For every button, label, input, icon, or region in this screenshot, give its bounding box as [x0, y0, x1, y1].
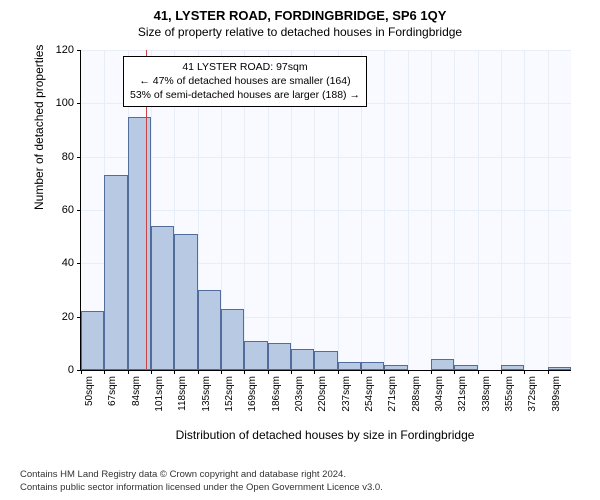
- histogram-bar: [128, 117, 151, 370]
- histogram-bar: [174, 234, 197, 370]
- xtick-mark: [151, 370, 152, 374]
- histogram-bar: [501, 365, 524, 370]
- xtick-mark: [361, 370, 362, 374]
- histogram-bar: [151, 226, 174, 370]
- info-line-3: 53% of semi-detached houses are larger (…: [130, 88, 360, 102]
- xtick-label: 304sqm: [434, 376, 445, 412]
- gridline-v: [431, 50, 432, 370]
- ytick-mark: [77, 263, 81, 264]
- ytick-label: 100: [44, 97, 74, 109]
- chart-container: 41, LYSTER ROAD, FORDINGBRIDGE, SP6 1QY …: [0, 0, 600, 500]
- ytick-mark: [77, 157, 81, 158]
- ytick-label: 120: [44, 44, 74, 56]
- chart-title-sub: Size of property relative to detached ho…: [0, 23, 600, 39]
- xtick-mark: [198, 370, 199, 374]
- xtick-label: 186sqm: [271, 376, 282, 412]
- xtick-mark: [454, 370, 455, 374]
- xtick-mark: [104, 370, 105, 374]
- gridline-h: [81, 157, 571, 158]
- xtick-mark: [338, 370, 339, 374]
- xtick-mark: [478, 370, 479, 374]
- xtick-mark: [268, 370, 269, 374]
- histogram-bar: [244, 341, 267, 370]
- histogram-bar: [268, 343, 291, 370]
- gridline-v: [548, 50, 549, 370]
- gridline-v: [384, 50, 385, 370]
- xtick-label: 101sqm: [154, 376, 165, 412]
- footer-attribution: Contains HM Land Registry data © Crown c…: [20, 469, 383, 494]
- info-line-1: 41 LYSTER ROAD: 97sqm: [130, 60, 360, 74]
- gridline-h: [81, 50, 571, 51]
- ytick-mark: [77, 103, 81, 104]
- xtick-label: 169sqm: [247, 376, 258, 412]
- footer-line-1: Contains HM Land Registry data © Crown c…: [20, 469, 383, 481]
- xtick-mark: [524, 370, 525, 374]
- xtick-mark: [81, 370, 82, 374]
- histogram-bar: [338, 362, 361, 370]
- y-axis-label: Number of detached properties: [32, 45, 46, 210]
- xtick-label: 237sqm: [341, 376, 352, 412]
- xtick-label: 152sqm: [224, 376, 235, 412]
- xtick-label: 288sqm: [411, 376, 422, 412]
- xtick-mark: [408, 370, 409, 374]
- gridline-h: [81, 210, 571, 211]
- gridline-v: [454, 50, 455, 370]
- histogram-bar: [314, 351, 337, 370]
- histogram-bar: [384, 365, 407, 370]
- histogram-bar: [431, 359, 454, 370]
- ytick-label: 60: [44, 204, 74, 216]
- chart-area: Number of detached properties 41 LYSTER …: [50, 50, 570, 400]
- plot-area: 41 LYSTER ROAD: 97sqm ← 47% of detached …: [80, 50, 571, 371]
- histogram-bar: [361, 362, 384, 370]
- xtick-label: 355sqm: [504, 376, 515, 412]
- xtick-label: 389sqm: [551, 376, 562, 412]
- xtick-mark: [221, 370, 222, 374]
- xtick-label: 321sqm: [457, 376, 468, 412]
- xtick-label: 135sqm: [201, 376, 212, 412]
- gridline-v: [524, 50, 525, 370]
- footer-line-2: Contains public sector information licen…: [20, 482, 383, 494]
- histogram-bar: [81, 311, 104, 370]
- gridline-v: [501, 50, 502, 370]
- info-box: 41 LYSTER ROAD: 97sqm ← 47% of detached …: [123, 56, 367, 107]
- xtick-label: 50sqm: [84, 376, 95, 406]
- xtick-mark: [314, 370, 315, 374]
- gridline-v: [478, 50, 479, 370]
- xtick-label: 372sqm: [527, 376, 538, 412]
- ytick-mark: [77, 50, 81, 51]
- ytick-label: 20: [44, 311, 74, 323]
- ytick-label: 0: [44, 364, 74, 376]
- xtick-label: 84sqm: [131, 376, 142, 406]
- xtick-label: 220sqm: [317, 376, 328, 412]
- xtick-label: 254sqm: [364, 376, 375, 412]
- ytick-label: 80: [44, 151, 74, 163]
- xtick-mark: [244, 370, 245, 374]
- xtick-mark: [501, 370, 502, 374]
- xtick-label: 67sqm: [107, 376, 118, 406]
- xtick-mark: [291, 370, 292, 374]
- ytick-mark: [77, 210, 81, 211]
- info-line-2: ← 47% of detached houses are smaller (16…: [130, 74, 360, 88]
- xtick-mark: [384, 370, 385, 374]
- xtick-mark: [174, 370, 175, 374]
- xtick-label: 271sqm: [387, 376, 398, 412]
- xtick-mark: [128, 370, 129, 374]
- histogram-bar: [221, 309, 244, 370]
- xtick-label: 338sqm: [481, 376, 492, 412]
- xtick-label: 203sqm: [294, 376, 305, 412]
- histogram-bar: [548, 367, 571, 370]
- histogram-bar: [291, 349, 314, 370]
- gridline-v: [408, 50, 409, 370]
- xtick-label: 118sqm: [177, 376, 188, 411]
- histogram-bar: [104, 175, 127, 370]
- histogram-bar: [454, 365, 477, 370]
- histogram-bar: [198, 290, 221, 370]
- xtick-mark: [431, 370, 432, 374]
- ytick-label: 40: [44, 257, 74, 269]
- xtick-mark: [548, 370, 549, 374]
- chart-title-main: 41, LYSTER ROAD, FORDINGBRIDGE, SP6 1QY: [0, 0, 600, 23]
- x-axis-label: Distribution of detached houses by size …: [80, 428, 570, 442]
